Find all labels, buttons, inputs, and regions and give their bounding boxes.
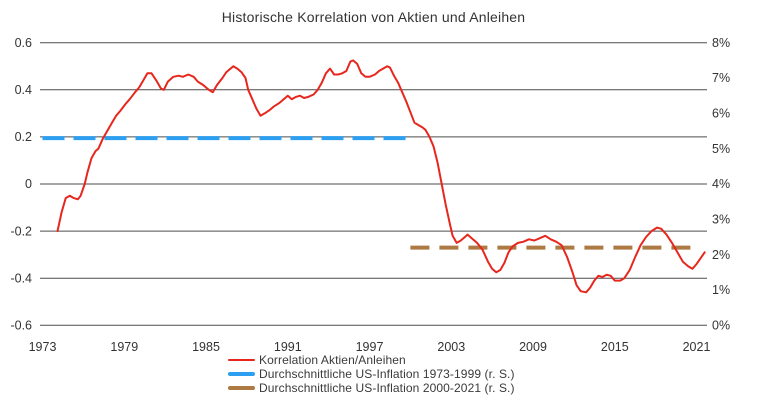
y-axis-tick-right: 5% bbox=[712, 142, 730, 156]
y-axis-tick-right: 2% bbox=[712, 248, 730, 262]
x-axis-tick: 2021 bbox=[683, 340, 711, 354]
y-axis-tick-left: -0.2 bbox=[10, 224, 32, 238]
y-axis-tick-left: 0.4 bbox=[15, 83, 32, 97]
y-axis-tick-right: 1% bbox=[712, 283, 730, 297]
legend-item-correlation: Korrelation Aktien/Anleihen bbox=[228, 353, 515, 367]
y-axis-tick-right: 4% bbox=[712, 177, 730, 191]
x-axis-tick: 2003 bbox=[437, 340, 465, 354]
x-axis-tick: 1991 bbox=[274, 340, 302, 354]
x-axis-tick: 1979 bbox=[110, 340, 138, 354]
legend-red-line-icon bbox=[228, 359, 255, 361]
y-axis-tick-left: 0.2 bbox=[15, 130, 32, 144]
y-axis-tick-right: 6% bbox=[712, 107, 730, 121]
series-korrelation bbox=[56, 59, 706, 294]
y-axis-tick-right: 3% bbox=[712, 213, 730, 227]
x-axis-tick: 1997 bbox=[356, 340, 384, 354]
legend-item-inflation-1973-1999: Durchschnittliche US-Inflation 1973-1999… bbox=[228, 367, 515, 381]
y-axis-tick-right: 8% bbox=[712, 36, 730, 50]
x-axis-tick: 2009 bbox=[519, 340, 547, 354]
legend-blue-dash-icon bbox=[228, 372, 255, 376]
legend-label-inflation-1973-1999: Durchschnittliche US-Inflation 1973-1999… bbox=[259, 367, 515, 381]
x-axis-tick: 1985 bbox=[192, 340, 220, 354]
y-axis-tick-left: 0 bbox=[25, 177, 32, 191]
y-axis-tick-right: 0% bbox=[712, 319, 730, 333]
legend-item-inflation-2000-2021: Durchschnittliche US-Inflation 2000-2021… bbox=[228, 381, 515, 395]
legend-label-correlation: Korrelation Aktien/Anleihen bbox=[259, 353, 406, 367]
y-axis-tick-left: -0.4 bbox=[10, 271, 32, 285]
y-axis-tick-left: -0.6 bbox=[10, 319, 32, 333]
x-axis-tick: 1973 bbox=[29, 340, 57, 354]
legend-label-inflation-2000-2021: Durchschnittliche US-Inflation 2000-2021… bbox=[259, 381, 515, 395]
y-axis-tick-right: 7% bbox=[712, 71, 730, 85]
y-axis-tick-left: 0.6 bbox=[15, 36, 32, 50]
chart-legend: Korrelation Aktien/Anleihen Durchschnitt… bbox=[228, 353, 515, 395]
x-axis-tick: 2015 bbox=[601, 340, 629, 354]
chart-title: Historische Korrelation von Aktien und A… bbox=[221, 9, 526, 25]
legend-brown-dash-icon bbox=[228, 386, 255, 390]
